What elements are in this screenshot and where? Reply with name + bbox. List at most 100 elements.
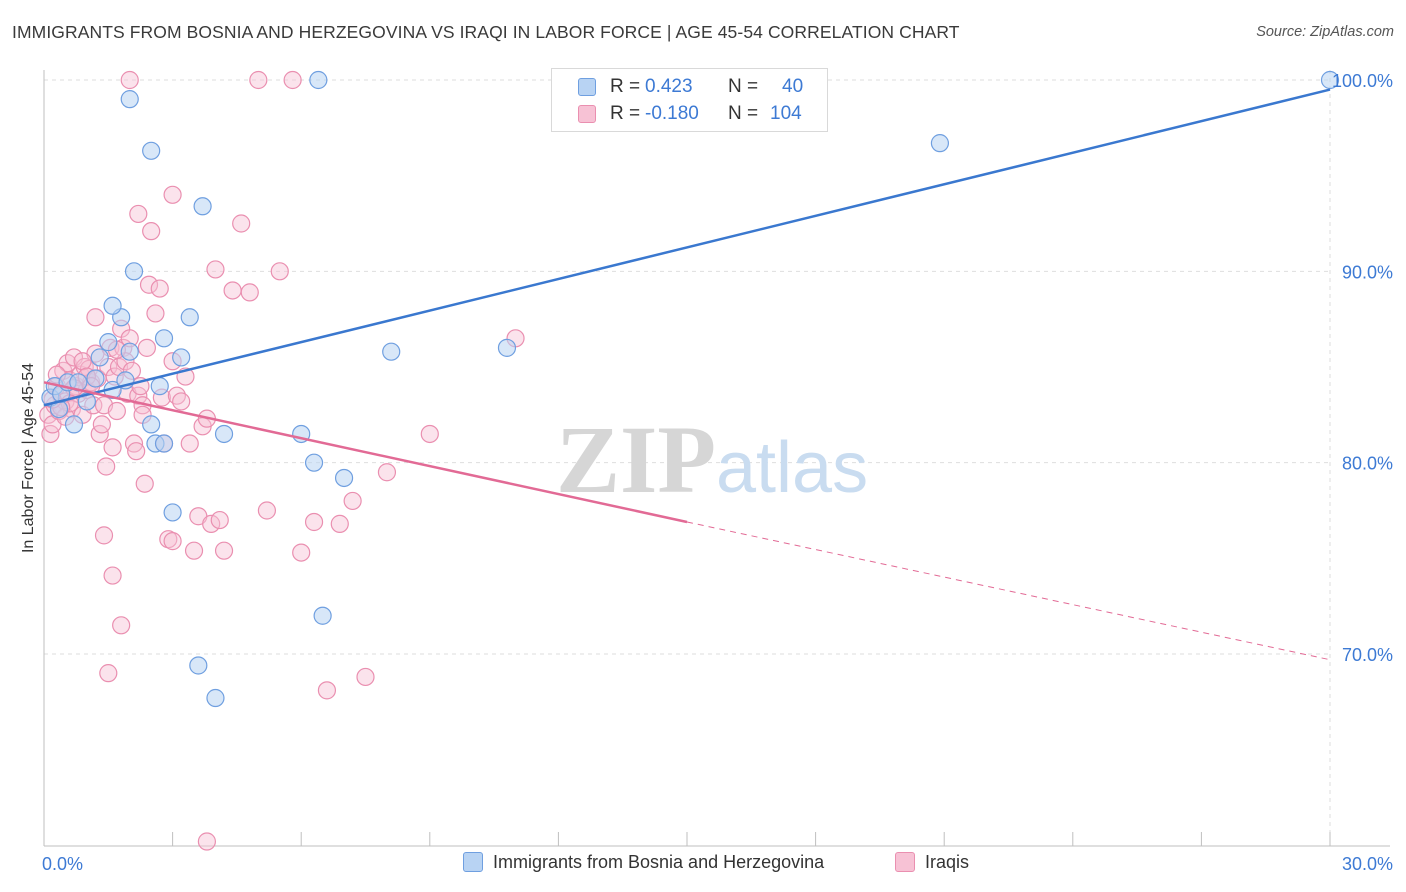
- iraqis-point: [73, 352, 92, 371]
- iraqis-point: [214, 541, 234, 560]
- bottom-legend-iraqis: Iraqis: [895, 852, 969, 873]
- bosnia-point: [154, 434, 174, 453]
- bosnia-point: [497, 338, 517, 357]
- iraqis-point: [317, 681, 337, 700]
- iraqis-point: [223, 281, 242, 300]
- iraqis-point: [330, 514, 349, 533]
- iraqis-trend-line: [43, 381, 688, 524]
- iraqis-point: [137, 338, 156, 357]
- iraqis-point: [127, 442, 146, 461]
- bosnia-point: [120, 342, 139, 361]
- iraqis-point: [172, 392, 191, 411]
- iraqis-point: [206, 260, 225, 279]
- legend-r-label: R =: [610, 76, 641, 97]
- legend-r-value: 0.423: [645, 76, 693, 97]
- axes: [43, 70, 1390, 847]
- iraqis-point: [232, 214, 251, 233]
- bosnia-point: [103, 296, 122, 315]
- iraqis-point: [92, 415, 111, 434]
- y-tick-label: 80.0%: [1342, 454, 1393, 474]
- iraqis-point: [163, 185, 182, 204]
- bosnia-point: [214, 424, 234, 444]
- chart-title: IMMIGRANTS FROM BOSNIA AND HERZEGOVINA V…: [12, 22, 960, 42]
- iraqis-point: [257, 501, 277, 520]
- bosnia-point: [334, 468, 354, 488]
- x-tick-label: 0.0%: [42, 854, 83, 874]
- bosnia-point: [304, 453, 324, 472]
- iraqis-point: [240, 283, 259, 302]
- iraqis-point: [129, 204, 148, 224]
- iraqis-point: [97, 457, 116, 476]
- iraqis-point: [197, 832, 216, 851]
- watermark: ZIP atlas: [556, 406, 868, 513]
- bottom-legend-swatch-bosnia: [463, 852, 483, 872]
- bottom-legend-swatch-iraqis: [895, 852, 915, 872]
- iraqis-point: [112, 616, 131, 635]
- bosnia-point: [90, 348, 109, 367]
- legend-swatch-iraqis: [578, 105, 596, 123]
- iraqis-point: [377, 463, 397, 482]
- iraqis-point: [292, 543, 311, 562]
- iraqis-point: [184, 541, 204, 560]
- iraqis-point: [202, 514, 221, 533]
- iraqis-point: [210, 510, 229, 530]
- legend-n-label: N =: [728, 76, 759, 97]
- bosnia-point: [64, 415, 84, 434]
- bosnia-point: [77, 392, 96, 411]
- y-tick-label: 70.0%: [1342, 645, 1393, 665]
- watermark-zip: ZIP: [556, 406, 716, 513]
- bosnia-point: [313, 606, 332, 625]
- bosnia-point: [124, 262, 144, 281]
- iraqis-point: [343, 491, 362, 511]
- y-tick-label: 100.0%: [1332, 71, 1393, 91]
- bosnia-point: [180, 308, 199, 327]
- iraqis-point: [99, 664, 118, 683]
- iraqis-point: [139, 275, 159, 294]
- legend-row-iraqis: R = -0.180 N = 104: [552, 101, 827, 129]
- iraqis-point: [356, 667, 375, 687]
- trend-lines: [43, 88, 1331, 661]
- iraqis-points: [39, 70, 525, 851]
- bosnia-point: [189, 656, 208, 675]
- legend-n-label: N =: [728, 103, 759, 124]
- iraqis-point: [120, 70, 139, 90]
- bosnia-point: [154, 329, 174, 348]
- iraqis-point: [86, 308, 105, 327]
- watermark-atlas: atlas: [716, 428, 868, 508]
- iraqis-point: [163, 532, 182, 551]
- bosnia-point: [142, 415, 161, 434]
- bosnia-point: [163, 503, 182, 522]
- bosnia-point: [193, 197, 212, 216]
- iraqis-point: [103, 438, 122, 457]
- y-axis-label: In Labor Force | Age 45-54: [20, 362, 37, 554]
- tick-labels: 70.0% 80.0% 90.0% 100.0% 0.0% 30.0%: [42, 71, 1393, 874]
- iraqis-point: [146, 304, 165, 323]
- bosnia-points: [41, 70, 1340, 708]
- bosnia-point: [1320, 70, 1340, 90]
- bosnia-point: [86, 369, 105, 388]
- bottom-legend-bosnia: Immigrants from Bosnia and Herzegovina: [463, 852, 824, 873]
- iraqis-point: [107, 401, 126, 421]
- correlation-legend: R = 0.423 N = 40 R = -0.180 N = 104: [551, 68, 828, 132]
- source-label: Source: ZipAtlas.com: [1256, 24, 1394, 40]
- iraqis-point: [249, 70, 268, 90]
- bosnia-point: [120, 90, 139, 109]
- bosnia-point: [930, 134, 950, 153]
- iraqis-trend-extension: [686, 521, 1331, 661]
- iraqis-point: [142, 222, 161, 241]
- bosnia-point: [99, 333, 118, 352]
- legend-n-value: 40: [782, 76, 804, 97]
- iraqis-point: [283, 70, 302, 90]
- bottom-legend-label-bosnia: Immigrants from Bosnia and Herzegovina: [493, 852, 825, 872]
- iraqis-point: [180, 434, 199, 453]
- legend-n-value: 104: [770, 103, 802, 124]
- iraqis-point: [94, 526, 114, 545]
- bosnia-point: [172, 348, 191, 367]
- x-tick-label: 30.0%: [1342, 854, 1393, 874]
- iraqis-point: [135, 474, 154, 493]
- bosnia-point: [142, 141, 161, 160]
- iraqis-point: [270, 262, 289, 281]
- bosnia-point: [206, 688, 225, 708]
- y-tick-label: 90.0%: [1342, 262, 1393, 282]
